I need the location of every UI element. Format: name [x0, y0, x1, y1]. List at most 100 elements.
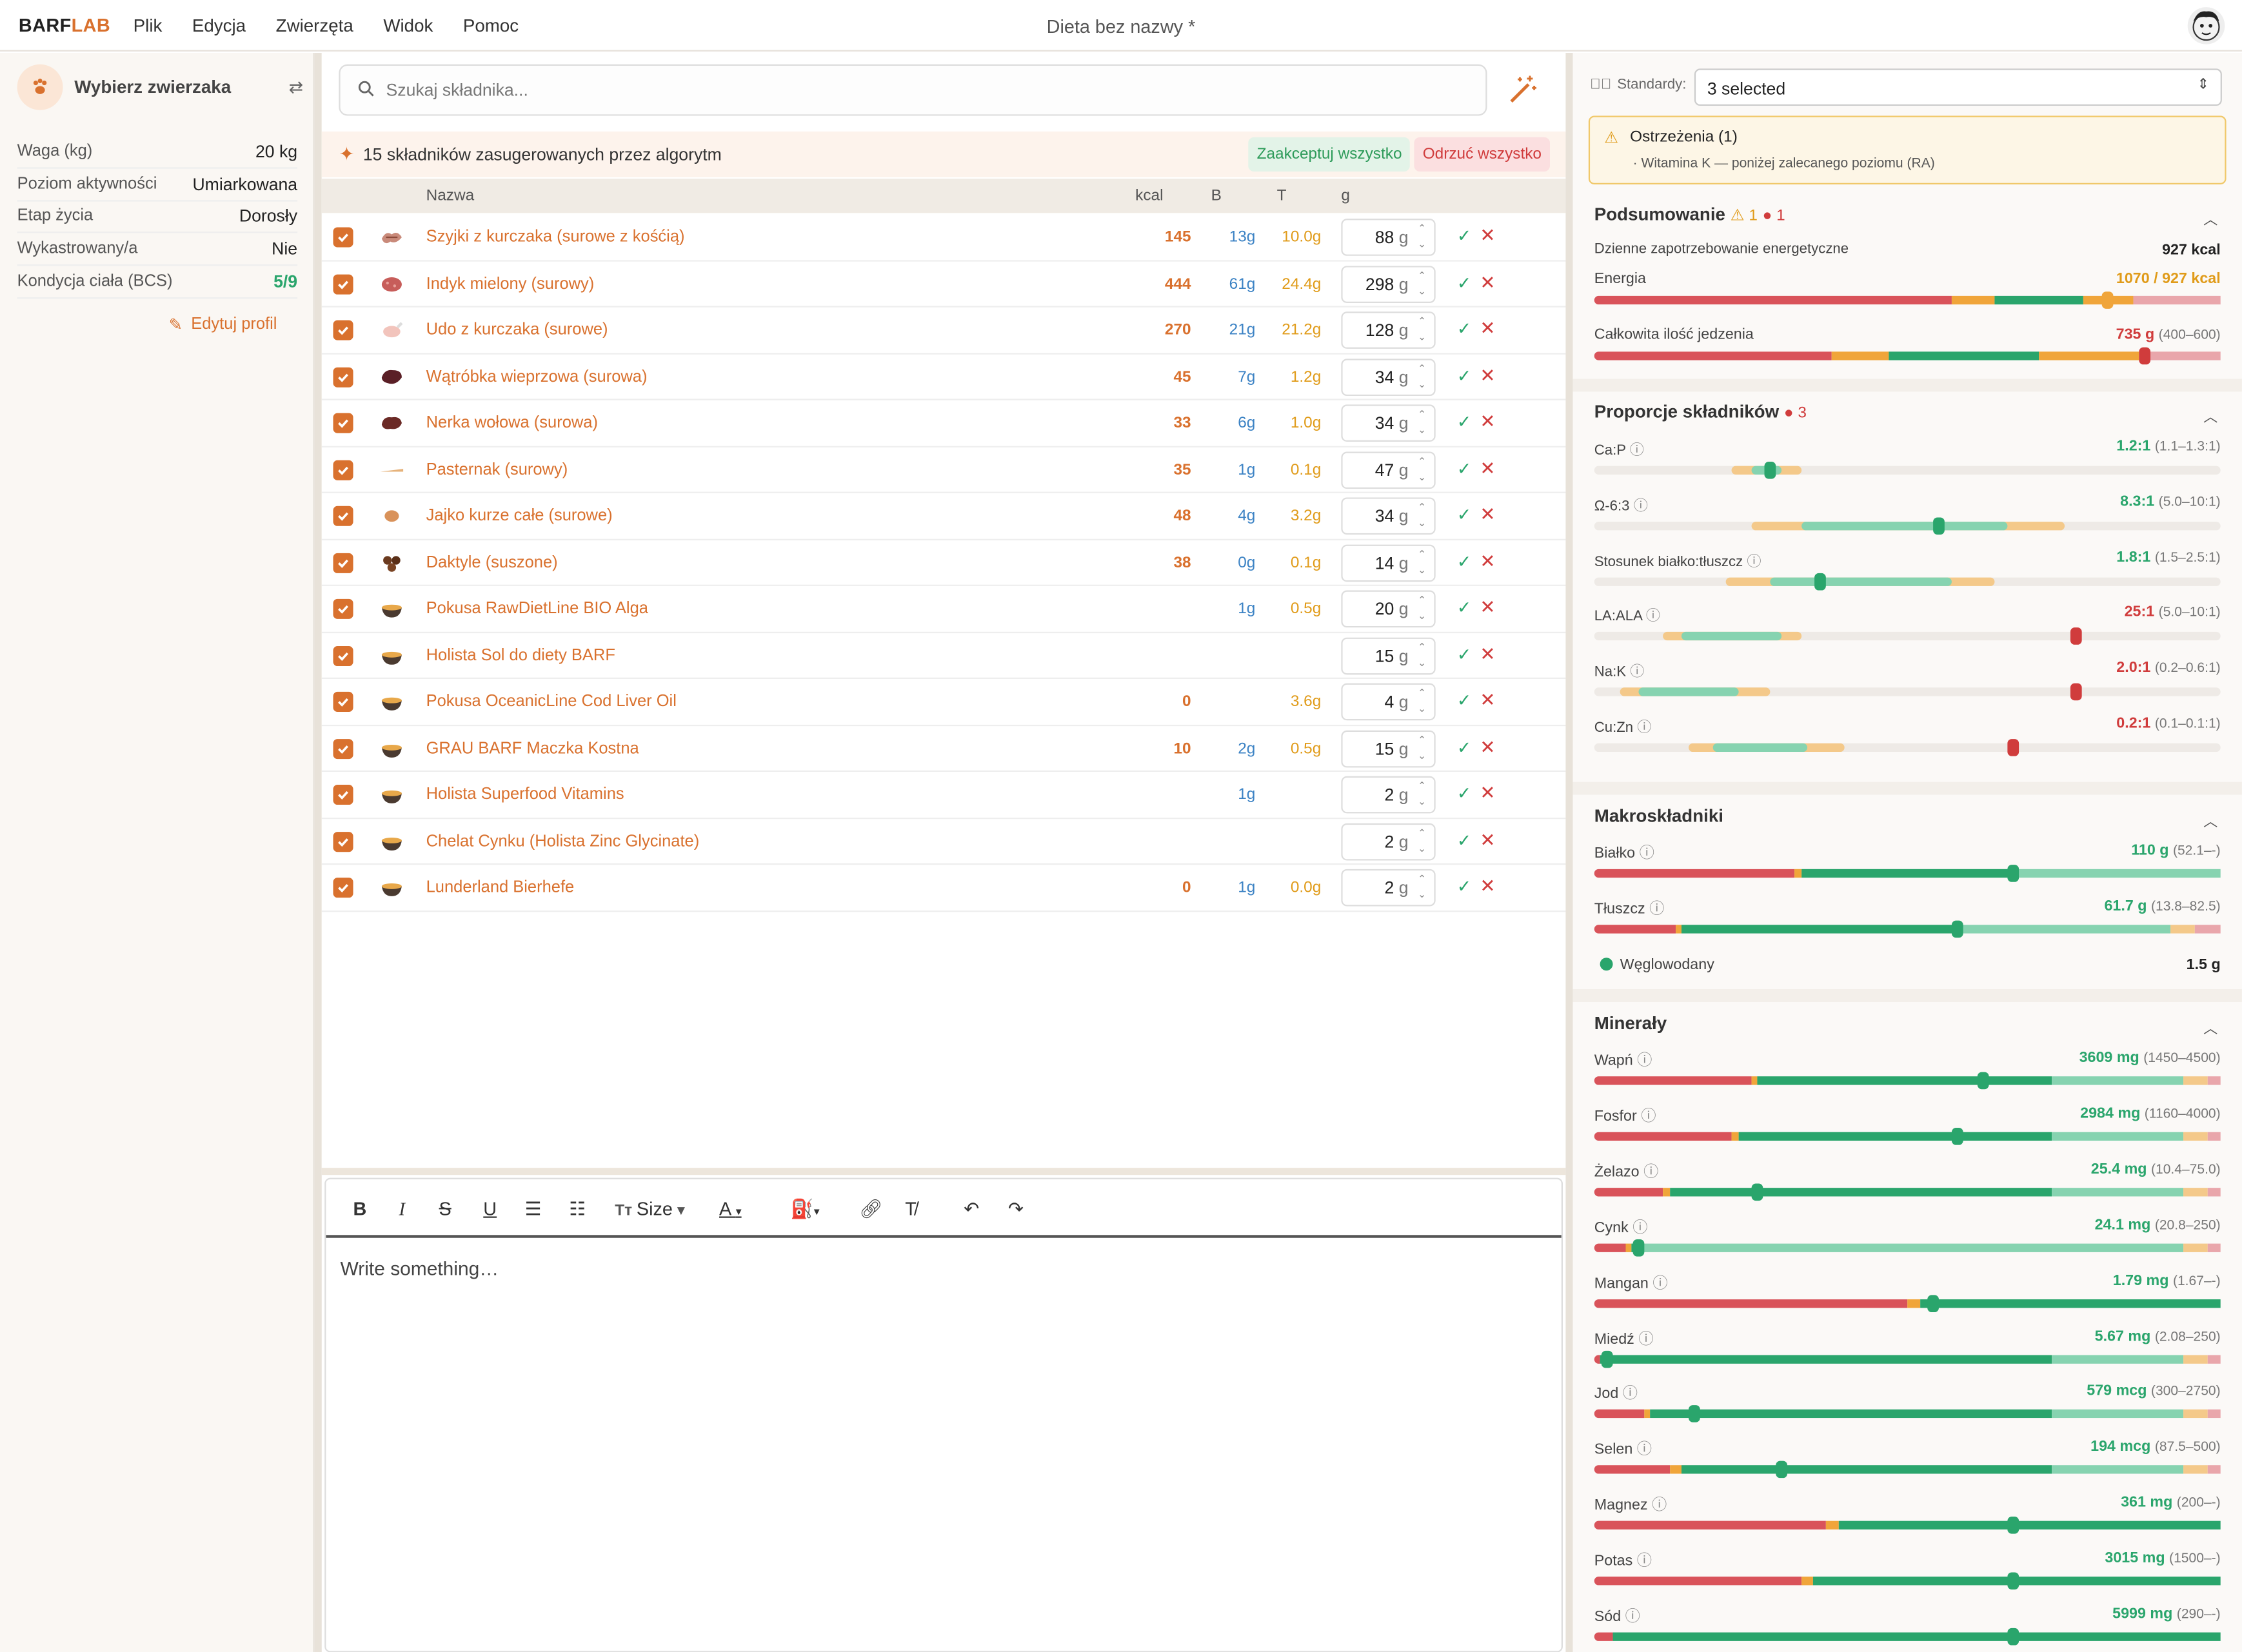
menu-file[interactable]: Plik [133, 15, 163, 35]
ratio-bar-marker[interactable] [1814, 573, 1826, 590]
ingredient-name[interactable]: Holista Superfood Vitamins [426, 786, 624, 803]
mineral-bar-marker[interactable] [1776, 1461, 1788, 1479]
italic-icon[interactable]: I [399, 1197, 406, 1219]
mineral-bar-marker[interactable] [2008, 1572, 2020, 1590]
accept-check-icon[interactable]: ✓ [1456, 597, 1472, 618]
stepper-icon[interactable]: ⌃ ⌄ [1418, 549, 1427, 576]
ratios-title[interactable]: Proporcje składników ● 3 [1594, 401, 1807, 422]
chevron-up-icon[interactable]: ︿ [2203, 814, 2218, 831]
row-checkbox[interactable] [333, 273, 353, 294]
ingredient-name[interactable]: Pokusa RawDietLine BIO Alga [426, 600, 648, 618]
stepper-icon[interactable]: ⌃ ⌄ [1418, 828, 1427, 854]
swap-icon[interactable]: ⇄ [288, 77, 303, 97]
grams-input[interactable]: 15 g ⌃ ⌄ [1341, 729, 1436, 767]
row-checkbox[interactable] [333, 320, 353, 340]
col-fat[interactable]: T [1276, 187, 1287, 205]
chevron-up-icon[interactable]: ︿ [2203, 410, 2218, 426]
reject-all-button[interactable]: Odrzuć wszystko [1414, 137, 1551, 172]
ingredient-name[interactable]: Indyk mielony (surowy) [426, 275, 595, 293]
clear-format-icon[interactable]: T̸ [905, 1197, 917, 1219]
menu-edit[interactable]: Edycja [192, 15, 246, 35]
accept-check-icon[interactable]: ✓ [1456, 736, 1472, 757]
row-checkbox[interactable] [333, 506, 353, 526]
grams-input[interactable]: 88 g ⌃ ⌄ [1341, 219, 1436, 256]
stepper-icon[interactable]: ⌃ ⌄ [1418, 689, 1427, 715]
highlight-color-icon[interactable]: ⛽▾ [790, 1197, 820, 1219]
accept-check-icon[interactable]: ✓ [1456, 644, 1472, 664]
grams-input[interactable]: 34 g ⌃ ⌄ [1341, 404, 1436, 442]
reject-x-icon[interactable]: ✕ [1480, 874, 1496, 896]
mineral-bar-marker[interactable] [1632, 1239, 1644, 1256]
accept-check-icon[interactable]: ✓ [1456, 783, 1472, 803]
stepper-icon[interactable]: ⌃ ⌄ [1418, 782, 1427, 808]
grams-input[interactable]: 34 g ⌃ ⌄ [1341, 497, 1436, 535]
undo-icon[interactable]: ↶ [964, 1197, 980, 1219]
standards-select[interactable]: 3 selected ⇕ [1694, 68, 2222, 106]
magic-wand-icon[interactable] [1505, 73, 1540, 107]
row-checkbox[interactable] [333, 459, 353, 480]
macro-bar-marker[interactable] [2008, 865, 2020, 882]
mineral-bar-marker[interactable] [2008, 1517, 2020, 1535]
menu-help[interactable]: Pomoc [462, 15, 519, 35]
row-checkbox[interactable] [333, 366, 353, 387]
reject-x-icon[interactable]: ✕ [1480, 596, 1496, 618]
reject-x-icon[interactable]: ✕ [1480, 782, 1496, 803]
numbered-list-icon[interactable]: ☷ [569, 1197, 586, 1219]
stepper-icon[interactable]: ⌃ ⌄ [1418, 317, 1427, 344]
grams-input[interactable]: 2 g ⌃ ⌄ [1341, 776, 1436, 814]
mineral-bar-marker[interactable] [1976, 1072, 1989, 1090]
reject-x-icon[interactable]: ✕ [1480, 457, 1496, 478]
chevron-up-icon[interactable]: ︿ [2203, 213, 2218, 229]
accept-check-icon[interactable]: ✓ [1456, 690, 1472, 711]
ratio-bar-marker[interactable] [1763, 462, 1776, 479]
ratio-bar-marker[interactable] [2070, 683, 2083, 701]
accept-check-icon[interactable]: ✓ [1456, 551, 1472, 571]
reject-x-icon[interactable]: ✕ [1480, 735, 1496, 757]
ratio-bar-marker[interactable] [2008, 739, 2020, 756]
ingredient-name[interactable]: Nerka wołowa (surowa) [426, 414, 598, 432]
reject-x-icon[interactable]: ✕ [1480, 689, 1496, 711]
accept-check-icon[interactable]: ✓ [1456, 458, 1472, 478]
accept-check-icon[interactable]: ✓ [1456, 272, 1472, 293]
ingredient-name[interactable]: Wątróbka wieprzowa (surowa) [426, 368, 648, 386]
ingredient-name[interactable]: Lunderland Bierhefe [426, 879, 575, 896]
stepper-icon[interactable]: ⌃ ⌄ [1418, 364, 1427, 390]
row-checkbox[interactable] [333, 227, 353, 248]
chevron-up-icon[interactable]: ︿ [2203, 1022, 2218, 1038]
row-checkbox[interactable] [333, 785, 353, 805]
accept-check-icon[interactable]: ✓ [1456, 365, 1472, 386]
ingredient-name[interactable]: GRAU BARF Maczka Kostna [426, 740, 639, 757]
ratio-bar-marker[interactable] [2070, 628, 2083, 645]
stepper-icon[interactable]: ⌃ ⌄ [1418, 503, 1427, 529]
editor-content[interactable]: Write something… [340, 1257, 499, 1280]
row-checkbox[interactable] [333, 878, 353, 898]
underline-icon[interactable]: U [483, 1197, 497, 1219]
minerals-title[interactable]: Minerały [1594, 1013, 1667, 1034]
accept-all-button[interactable]: Zaakceptuj wszystko [1248, 137, 1411, 172]
stepper-icon[interactable]: ⌃ ⌄ [1418, 874, 1427, 901]
reject-x-icon[interactable]: ✕ [1480, 364, 1496, 386]
editor-resize-handle[interactable] [321, 1168, 1566, 1175]
row-checkbox[interactable] [333, 413, 353, 433]
accept-check-icon[interactable]: ✓ [1456, 226, 1472, 246]
mineral-bar-marker[interactable] [1689, 1405, 1700, 1423]
col-grams[interactable]: g [1341, 187, 1350, 205]
right-resize-handle[interactable] [1565, 53, 1573, 1652]
stepper-icon[interactable]: ⌃ ⌄ [1418, 224, 1427, 250]
grams-input[interactable]: 47 g ⌃ ⌄ [1341, 451, 1436, 489]
mineral-bar-marker[interactable] [1952, 1127, 1963, 1145]
avatar[interactable] [2187, 7, 2225, 44]
row-checkbox[interactable] [333, 738, 353, 759]
total-food-bar-marker[interactable] [2139, 347, 2152, 365]
row-checkbox[interactable] [333, 691, 353, 712]
ingredient-name[interactable]: Szyjki z kurczaka (surowe z kośćią) [426, 228, 685, 246]
ingredient-name[interactable]: Udo z kurczaka (surowe) [426, 321, 608, 339]
col-kcal[interactable]: kcal [1135, 187, 1164, 205]
pet-selector[interactable]: Wybierz zwierzaka ⇄ [17, 64, 303, 110]
font-size-select[interactable]: Tт Size ▾ [615, 1197, 685, 1219]
reject-x-icon[interactable]: ✕ [1480, 503, 1496, 525]
ratio-bar-marker[interactable] [1932, 517, 1945, 535]
stepper-icon[interactable]: ⌃ ⌄ [1418, 596, 1427, 622]
stepper-icon[interactable]: ⌃ ⌄ [1418, 410, 1427, 437]
mineral-bar-marker[interactable] [1751, 1183, 1763, 1201]
